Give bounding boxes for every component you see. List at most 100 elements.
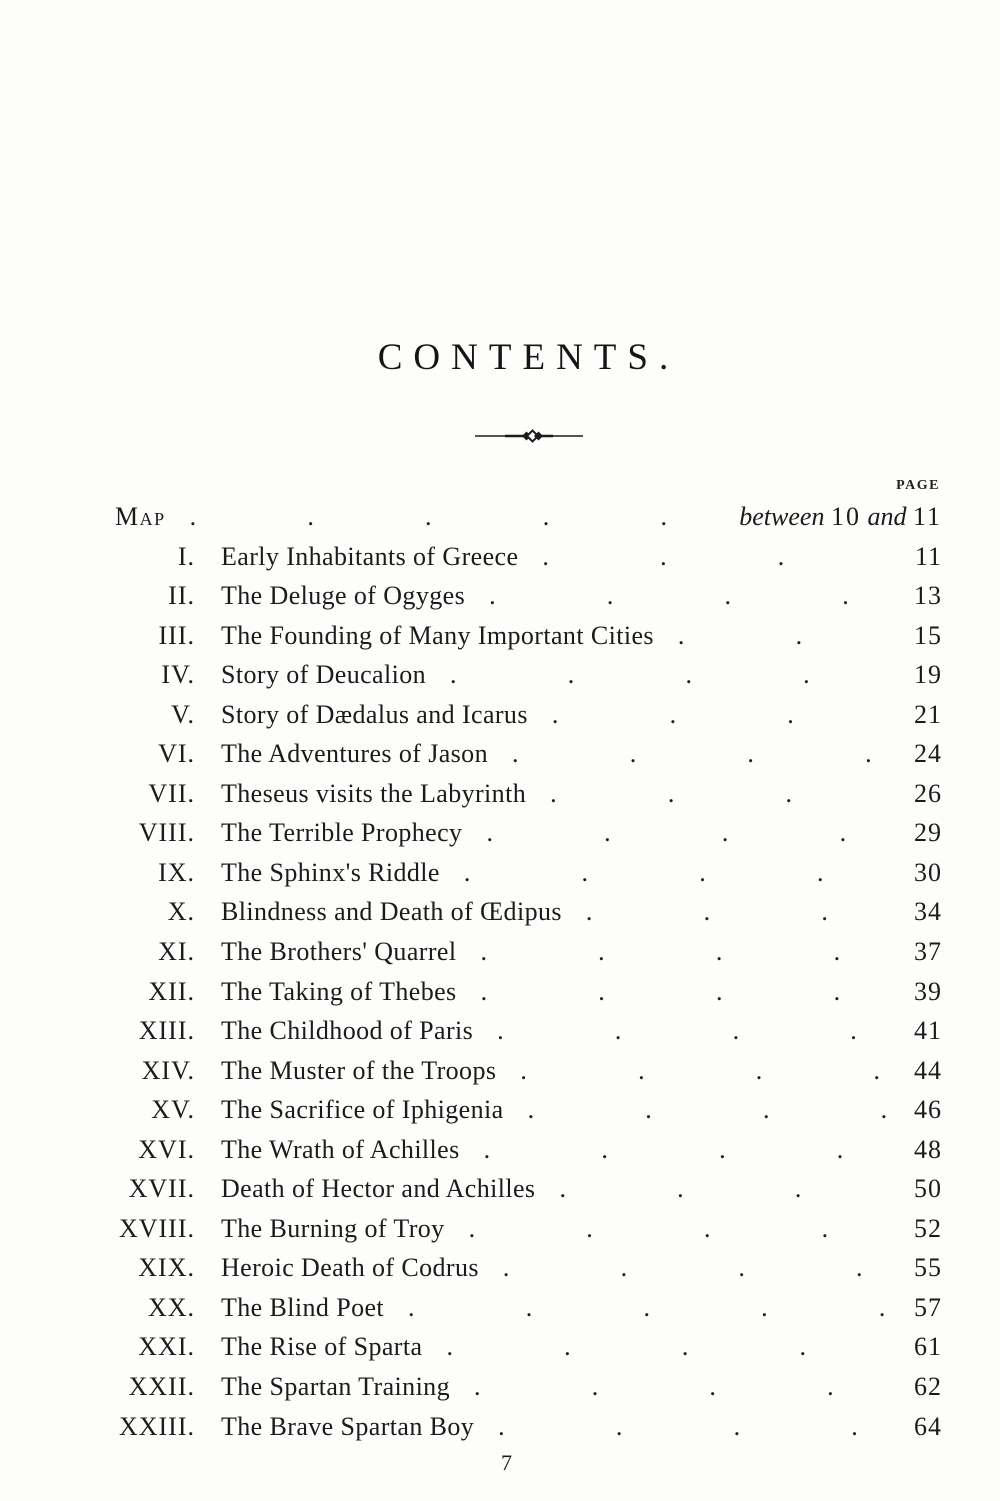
toc-row: VI. The Adventures of Jason . . . . . . … xyxy=(115,739,942,779)
toc-row: VIII. The Terrible Prophecy . . . . . . … xyxy=(115,818,942,858)
chapter-numeral: XXII. xyxy=(128,1372,195,1402)
chapter-title: The Blind Poet xyxy=(221,1292,385,1322)
chapter-title: Story of Dædalus and Icarus xyxy=(221,699,528,729)
leader-dots: . . . . . . . . . . . . . . . . . . . . xyxy=(498,1411,894,1441)
chapter-page-number: 26 xyxy=(914,778,942,808)
toc-row: XX. The Blind Poet . . . . . . . . . . .… xyxy=(115,1293,942,1333)
chapter-page-number: 15 xyxy=(914,620,942,650)
leader-dots: . . . . . . . . . . . . . . . . . . . . xyxy=(497,1016,894,1046)
leader-dots: . . . . . . . . . . . . . . . . . . . . xyxy=(474,1372,894,1402)
chapter-page-number: 61 xyxy=(914,1332,942,1362)
toc-row: X. Blindness and Death of Œdipus . . . .… xyxy=(115,897,942,937)
chapter-title: Blindness and Death of Œdipus xyxy=(221,897,562,927)
chapter-title: Early Inhabitants of Greece xyxy=(221,541,519,571)
chapter-page-number: 41 xyxy=(914,1016,942,1046)
chapter-title: The Spartan Training xyxy=(221,1372,450,1402)
chapter-page-number: 46 xyxy=(914,1095,942,1125)
toc-row: XII. The Taking of Thebes . . . . . . . … xyxy=(115,977,942,1017)
chapter-title: The Burning of Troy xyxy=(221,1213,445,1243)
chapter-title: The Brave Spartan Boy xyxy=(221,1411,475,1441)
chapter-title: Death of Hector and Achilles xyxy=(221,1174,536,1204)
toc-row: XXI. The Rise of Sparta . . . . . . . . … xyxy=(115,1332,942,1372)
chapter-title: Heroic Death of Codrus xyxy=(221,1253,479,1283)
chapter-numeral: XV. xyxy=(151,1095,195,1125)
chapter-numeral: XXI. xyxy=(138,1332,195,1362)
chapter-title: The Wrath of Achilles xyxy=(221,1134,460,1164)
chapter-title: The Sacrifice of Iphigenia xyxy=(221,1095,504,1125)
chapter-page-number: 30 xyxy=(914,857,942,887)
toc-row: VII. Theseus visits the Labyrinth . . . … xyxy=(115,779,942,819)
leader-dots: . . . . . . . . . . . . . . . . . . . . xyxy=(677,620,894,650)
chapter-numeral: VI. xyxy=(158,739,195,769)
chapter-title: The Founding of Many Important Cities xyxy=(221,620,654,650)
chapter-page-number: 39 xyxy=(914,976,942,1006)
chapter-numeral: VII. xyxy=(148,778,195,808)
chapter-page-number: 13 xyxy=(914,581,942,611)
chapter-numeral: XVIII. xyxy=(118,1213,195,1243)
leader-dots: . . . . . . . . . . . . . . . . . . . . xyxy=(483,1134,894,1164)
chapter-numeral: I. xyxy=(177,541,195,571)
leader-dots: . . . . . . . . . . . . . . . . . . . . xyxy=(542,541,894,571)
leader-dots: . . . . . . . . . . . . . . . . . . . . xyxy=(480,937,894,967)
toc-row: XVIII. The Burning of Troy . . . . . . .… xyxy=(115,1214,942,1254)
map-label: Map xyxy=(115,502,166,531)
leader-dots: . . . . . . . . . . . . . . . . . . . . xyxy=(468,1213,894,1243)
chapter-numeral: VIII. xyxy=(138,818,195,848)
leader-dots: . . . . . . . . . . . . . . . . . . . . xyxy=(511,739,894,769)
chapter-numeral: XII. xyxy=(148,976,195,1006)
chapter-title: The Rise of Sparta xyxy=(221,1332,423,1362)
chapter-numeral: II. xyxy=(168,581,195,611)
toc-row: II. The Deluge of Ogyges . . . . . . . .… xyxy=(115,581,942,621)
toc-row: XXII. The Spartan Training . . . . . . .… xyxy=(115,1372,942,1412)
leader-dots: . . . . . . . . . . . . . . . . . . . . xyxy=(527,1095,894,1125)
leader-dots: . . . . . . . . . . . . . . . . . . . . xyxy=(480,976,894,1006)
chapter-title: The Deluge of Ogyges xyxy=(221,581,466,611)
chapter-page-number: 55 xyxy=(914,1253,942,1283)
chapter-page-number: 37 xyxy=(914,937,942,967)
leader-dots: . . . . . . . . . . . . . . . . . . . . xyxy=(489,581,894,611)
chapter-numeral: III. xyxy=(158,620,195,650)
chapter-page-number: 48 xyxy=(914,1134,942,1164)
map-location: between 10 and 11 xyxy=(739,502,942,532)
map-location-word2: and xyxy=(867,502,907,531)
page-content: CONTENTS. PAGE Map . . . . . . . . . . .… xyxy=(115,0,942,1501)
toc-row: XXIII. The Brave Spartan Boy . . . . . .… xyxy=(115,1412,942,1452)
toc-row: III. The Founding of Many Important Citi… xyxy=(115,621,942,661)
leader-dots: . . . . . . . . . . . . . . . . . . . . xyxy=(450,660,894,690)
leader-dots: . . . . . . . . . . . . . . . . . . . . xyxy=(585,897,894,927)
chapter-numeral: XXIII. xyxy=(118,1411,195,1441)
chapter-title: The Brothers' Quarrel xyxy=(221,937,457,967)
chapter-page-number: 34 xyxy=(914,897,942,927)
chapter-page-number: 21 xyxy=(914,699,942,729)
map-location-page2: 11 xyxy=(912,502,942,531)
leader-dots: . . . . . . . . . . . . . . . . . . . . xyxy=(550,778,894,808)
chapter-title: The Taking of Thebes xyxy=(221,976,457,1006)
folio-page-number: 7 xyxy=(501,1450,512,1475)
chapter-numeral: IV. xyxy=(161,660,195,690)
chapter-page-number: 64 xyxy=(914,1411,942,1441)
toc-row: XIX. Heroic Death of Codrus . . . . . . … xyxy=(115,1253,942,1293)
chapter-numeral: V. xyxy=(171,699,195,729)
leader-dots: . . . . . . . . . . . . . . . . . . . . xyxy=(486,818,894,848)
chapter-title: The Childhood of Paris xyxy=(221,1016,474,1046)
chapter-numeral: IX. xyxy=(158,857,195,887)
chapter-page-number: 44 xyxy=(914,1055,942,1085)
toc-row: XVI. The Wrath of Achilles . . . . . . .… xyxy=(115,1135,942,1175)
toc-row: XV. The Sacrifice of Iphigenia . . . . .… xyxy=(115,1095,942,1135)
toc-row: I. Early Inhabitants of Greece . . . . .… xyxy=(115,542,942,582)
chapter-page-number: 50 xyxy=(914,1174,942,1204)
leader-dots: . . . . . . . . . . . . . . . . . . . . xyxy=(446,1332,894,1362)
chapter-numeral: XVII. xyxy=(128,1174,195,1204)
toc-row: V. Story of Dædalus and Icarus . . . . .… xyxy=(115,700,942,740)
chapter-title: Story of Deucalion xyxy=(221,660,427,690)
map-location-page1: 10 xyxy=(830,502,861,531)
page-column-header: PAGE xyxy=(896,478,940,493)
chapter-numeral: XIX. xyxy=(138,1253,195,1283)
chapter-title: Theseus visits the Labyrinth xyxy=(221,778,527,808)
toc-row: XIII. The Childhood of Paris . . . . . .… xyxy=(115,1016,942,1056)
leader-dots: . . . . . . . . . . . . . . . . . . . . xyxy=(463,857,894,887)
toc-list: Map . . . . . . . . . . . . . . . . . . … xyxy=(115,502,942,1451)
chapter-numeral: XX. xyxy=(147,1292,195,1322)
leader-dots: . . . . . . . . . . . . . . . . . . . . xyxy=(408,1292,894,1322)
chapter-page-number: 52 xyxy=(914,1213,942,1243)
